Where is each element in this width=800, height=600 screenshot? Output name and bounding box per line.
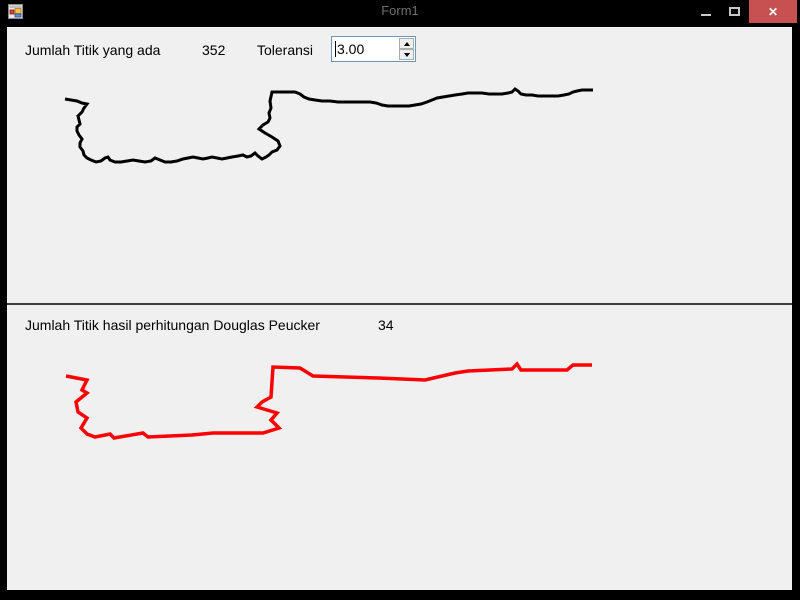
maximize-button[interactable] [720, 0, 749, 23]
result-count-label: Jumlah Titik hasil perhitungan Douglas P… [25, 317, 320, 333]
minimize-icon [700, 13, 711, 16]
text-caret [335, 41, 336, 57]
points-count-value: 352 [202, 42, 226, 58]
caption-buttons: ✕ [691, 0, 797, 23]
simplified-polyline [65, 361, 592, 440]
app-icon [8, 4, 23, 19]
spin-down-icon [403, 52, 410, 57]
points-count-label: Jumlah Titik yang ada [25, 42, 161, 58]
close-icon: ✕ [767, 4, 779, 19]
panel-divider [7, 303, 792, 305]
title-bar[interactable]: Form1 ✕ [0, 0, 800, 23]
drawing-canvas [64, 87, 593, 440]
minimize-button[interactable] [691, 0, 720, 23]
window-title: Form1 [381, 3, 419, 18]
result-count-value: 34 [378, 317, 394, 333]
client-area: Jumlah Titik yang ada 352 Toleransi 3.00… [7, 27, 792, 590]
spin-up-icon [403, 41, 410, 46]
maximize-icon [729, 7, 740, 16]
tolerance-numeric-updown[interactable]: 3.00 [331, 36, 416, 62]
tolerance-label: Toleransi [257, 42, 314, 58]
spin-down-button[interactable] [399, 49, 414, 60]
spin-up-button[interactable] [399, 38, 414, 49]
tolerance-value: 3.00 [337, 41, 365, 57]
spinner [398, 37, 415, 61]
original-polyline [64, 87, 593, 164]
close-button[interactable]: ✕ [749, 0, 797, 23]
tolerance-input[interactable]: 3.00 [332, 37, 398, 61]
